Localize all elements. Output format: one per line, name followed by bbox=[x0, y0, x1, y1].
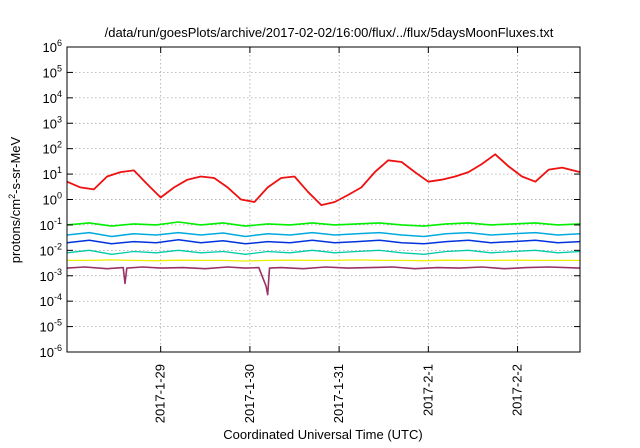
y-tick-label-exponent: 1 bbox=[57, 165, 62, 175]
y-axis-label-superscript: 2 bbox=[7, 194, 17, 199]
y-tick-label-base: 10 bbox=[43, 167, 57, 182]
data-series bbox=[66, 153, 581, 296]
y-tick-label-base: 10 bbox=[43, 142, 57, 157]
y-tick-label-base: 10 bbox=[40, 243, 54, 258]
series-line-5 bbox=[66, 249, 581, 255]
y-tick-label: 101 bbox=[43, 165, 62, 182]
y-tick-label: 106 bbox=[43, 38, 62, 55]
y-tick-label: 102 bbox=[43, 140, 62, 157]
x-tick-label: 2017-1-31 bbox=[331, 364, 346, 423]
y-tick-label-exponent: 4 bbox=[57, 89, 62, 99]
y-tick-label: 10-2 bbox=[40, 241, 62, 258]
y-tick-label: 10-5 bbox=[40, 318, 62, 335]
series-line-3 bbox=[66, 231, 581, 238]
y-tick-label-base: 10 bbox=[40, 320, 54, 335]
y-tick-label-exponent: -5 bbox=[54, 318, 62, 328]
y-tick-label: 10-1 bbox=[40, 216, 62, 233]
y-tick-label-base: 10 bbox=[43, 193, 57, 208]
series-line-2 bbox=[66, 221, 581, 227]
x-axis-label: Coordinated Universal Time (UTC) bbox=[223, 427, 422, 442]
y-tick-label-base: 10 bbox=[43, 65, 57, 80]
y-tick-label-exponent: -1 bbox=[54, 216, 62, 226]
y-tick-label-exponent: 6 bbox=[57, 38, 62, 48]
chart-title: /data/run/goesPlots/archive/2017-02-02/1… bbox=[105, 25, 554, 40]
series-line-6 bbox=[67, 259, 580, 262]
y-tick-label: 105 bbox=[43, 63, 62, 80]
y-tick-label: 103 bbox=[43, 114, 62, 131]
y-tick-label-base: 10 bbox=[43, 91, 57, 106]
y-axis-label-unit: -s-sr-MeV bbox=[8, 136, 23, 193]
y-tick-label-exponent: 5 bbox=[57, 63, 62, 73]
y-tick-label-exponent: 0 bbox=[57, 191, 62, 201]
series-line-4 bbox=[66, 239, 581, 245]
y-tick-label: 10-4 bbox=[40, 292, 62, 309]
y-tick-label: 10-3 bbox=[40, 267, 62, 284]
y-tick-label-exponent: -6 bbox=[54, 343, 62, 353]
y-tick-label-base: 10 bbox=[40, 345, 54, 360]
y-tick-label: 10-6 bbox=[40, 343, 62, 360]
y-tick-label-exponent: 2 bbox=[57, 140, 62, 150]
x-tick-label: 2017-2-2 bbox=[510, 364, 525, 416]
y-tick-label-base: 10 bbox=[40, 218, 54, 233]
x-tick-label: 2017-1-29 bbox=[153, 364, 168, 423]
y-tick-label-base: 10 bbox=[43, 116, 57, 131]
y-axis-label-main: protons/cm bbox=[8, 199, 23, 263]
y-tick-label-exponent: -2 bbox=[54, 241, 62, 251]
y-tick-label-exponent: 3 bbox=[57, 114, 62, 124]
x-tick-label: 2017-2-1 bbox=[420, 364, 435, 416]
y-tick-label-base: 10 bbox=[43, 40, 57, 55]
y-tick-label-exponent: -3 bbox=[54, 267, 62, 277]
y-axis-label: protons/cm2-s-sr-MeV bbox=[7, 136, 23, 263]
series-line-1 bbox=[66, 153, 581, 206]
y-tick-label-base: 10 bbox=[40, 269, 54, 284]
y-tick-label-base: 10 bbox=[40, 294, 54, 309]
y-tick-label: 104 bbox=[43, 89, 62, 106]
y-tick-label: 100 bbox=[43, 191, 62, 208]
x-tick-label: 2017-1-30 bbox=[242, 364, 257, 423]
series-line-7 bbox=[66, 266, 581, 296]
axes: 10-610-510-410-310-210-11001011021031041… bbox=[40, 38, 580, 423]
y-tick-label-exponent: -4 bbox=[54, 292, 62, 302]
